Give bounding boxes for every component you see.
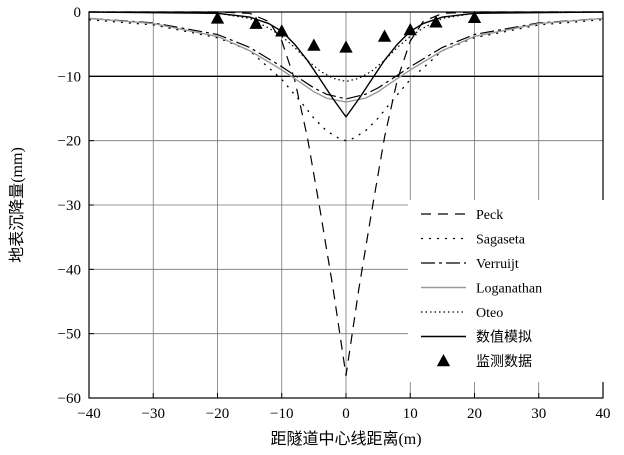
y-tick-label: −10 [58,69,81,85]
x-tick-label: 0 [342,406,350,422]
x-tick-label: 40 [596,406,611,422]
y-tick-label: −20 [58,134,81,150]
legend: Peck Sagaseta Verruijt Loganathan Oteo 数值模拟监测… [408,200,604,382]
y-tick-labels: 0 −10 −20 −30 −40 −50 −60 [58,5,81,407]
y-tick-label: −30 [58,198,81,214]
monitoring-point [429,15,443,28]
x-tick-label: −40 [77,406,100,422]
x-tick-label: −20 [206,406,229,422]
legend-label: 监测数据 [476,354,532,370]
x-tick-label: −10 [270,406,293,422]
x-tick-label: 10 [403,406,418,422]
legend-label: Verruijt [476,257,519,272]
legend-label: Oteo [476,306,503,321]
monitoring-point [467,10,482,24]
monitoring-point [339,40,353,53]
monitoring-point [249,16,263,29]
legend-marker [436,354,451,367]
y-tick-label: −40 [58,262,81,278]
monitoring-point [210,11,225,24]
y-tick-label: −60 [58,391,81,407]
series-line [88,17,604,103]
monitoring-point [403,23,417,36]
legend-background [408,200,604,382]
series-line [88,19,604,142]
x-tick-label: −30 [142,406,165,422]
x-tick-label: 20 [467,406,482,422]
monitoring-point [377,29,392,42]
legend-label: Peck [476,208,503,223]
monitoring-point [307,38,321,51]
series-line [88,17,604,100]
series-layer [88,10,604,377]
x-tick-label: 30 [531,406,546,422]
monitoring-point [275,24,289,37]
x-axis-title: 距隧道中心线距离(m) [270,430,421,448]
legend-label: 数值模拟 [476,330,532,346]
y-axis-title: 地表沉降量(mm) [8,147,26,263]
series-line [88,11,604,118]
legend-label: Loganathan [476,282,542,297]
legend-label: Sagaseta [476,233,526,248]
x-tick-labels: −40 −30 −20 −10 0 10 20 30 40 [77,406,610,422]
y-tick-label: 0 [74,5,82,21]
y-tick-label: −50 [58,327,81,343]
